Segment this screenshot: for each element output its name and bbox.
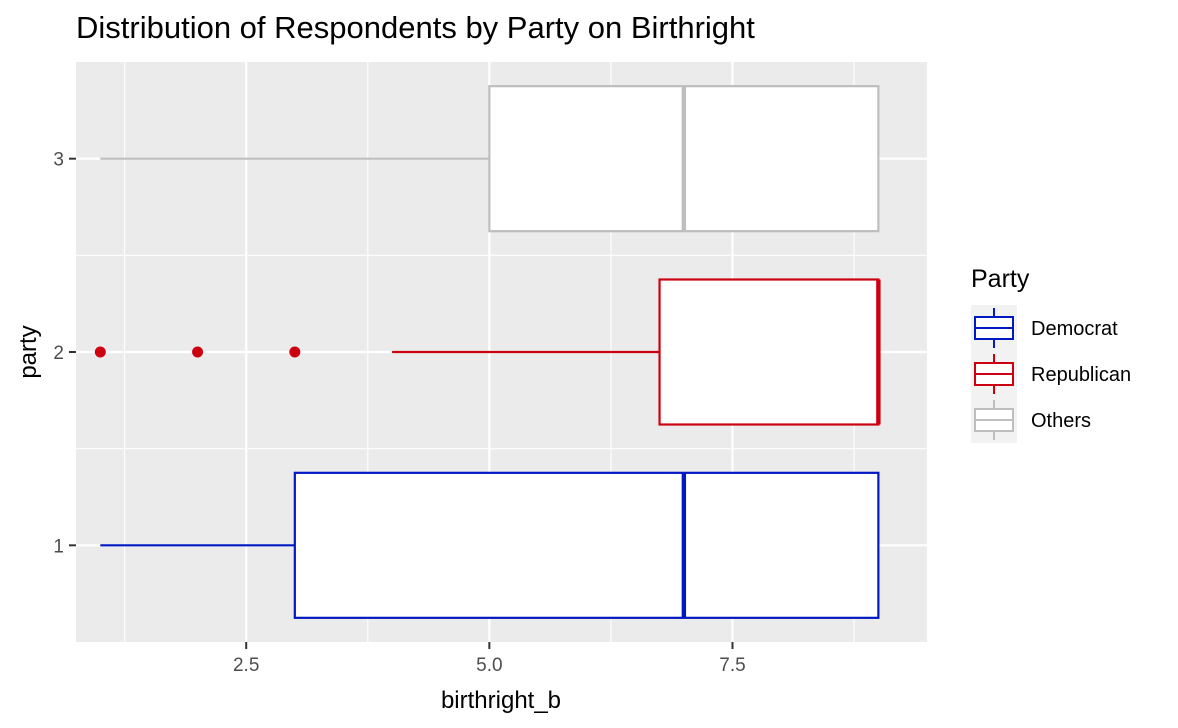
chart-title: Distribution of Respondents by Party on … [76, 10, 755, 45]
legend: Party Democrat Republican Others [971, 265, 1131, 443]
box-party-1 [100, 471, 880, 619]
y-axis: 1 2 3 [53, 150, 76, 557]
boxes [94, 85, 881, 619]
legend-title: Party [971, 265, 1030, 293]
x-axis: 2.5 5.0 7.5 [233, 642, 746, 676]
y-tick-label: 3 [53, 150, 64, 171]
outlier-point [192, 346, 204, 358]
box-iqr [658, 278, 880, 426]
x-axis-title: birthright_b [441, 687, 561, 714]
y-axis-title: party [15, 325, 42, 378]
legend-label: Democrat [1031, 318, 1118, 340]
legend-entry-others: Others [971, 397, 1091, 443]
y-tick-label: 1 [53, 536, 64, 557]
legend-entry-democrat: Democrat [971, 305, 1118, 351]
legend-label: Republican [1031, 364, 1131, 386]
x-tick-label: 2.5 [233, 655, 259, 676]
y-tick-label: 2 [53, 343, 64, 364]
box-party-3 [100, 85, 880, 233]
box-iqr [293, 471, 880, 619]
outlier-point [94, 346, 106, 358]
x-tick-label: 7.5 [719, 655, 745, 676]
outlier-point [289, 346, 301, 358]
legend-label: Others [1031, 410, 1091, 432]
x-tick-label: 5.0 [476, 655, 502, 676]
legend-entry-republican: Republican [971, 351, 1131, 397]
box-party-2 [94, 278, 881, 426]
